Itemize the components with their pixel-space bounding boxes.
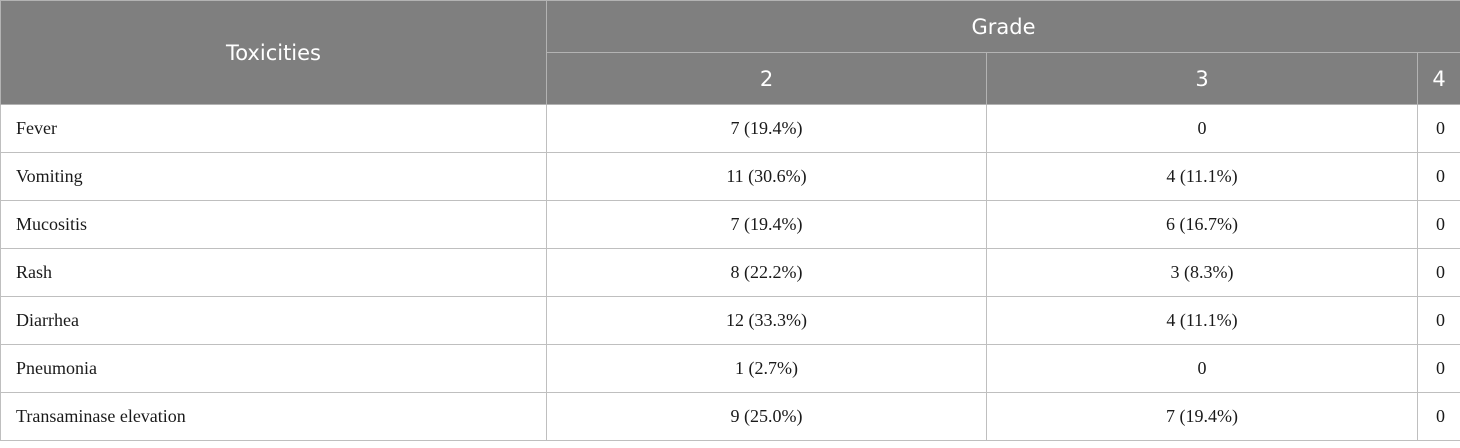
table-row: Transaminase elevation 9 (25.0%) 7 (19.4… [0,392,1460,441]
grade-2-value: 12 (33.3%) [546,296,987,345]
grade-3-value: 0 [986,104,1418,153]
table-row: Diarrhea 12 (33.3%) 4 (11.1%) 0 [0,296,1460,345]
grade-4-value: 0 [1416,344,1460,393]
grade-4-header: 4 [1416,52,1460,105]
table-row: Fever 7 (19.4%) 0 0 [0,104,1460,153]
grade-2-header: 2 [546,52,987,105]
header-row-grades: 2 3 4 [1,52,1460,105]
grade-3-value: 0 [986,344,1418,393]
grade-3-header: 3 [986,52,1418,105]
toxicity-name: Pneumonia [0,344,547,393]
table-row: Vomiting 11 (30.6%) 4 (11.1%) 0 [0,152,1460,201]
grade-4-value: 0 [1416,104,1460,153]
toxicity-name: Mucositis [0,200,547,249]
toxicity-name: Fever [0,104,547,153]
toxicity-name: Vomiting [0,152,547,201]
grade-2-value: 9 (25.0%) [546,392,987,441]
toxicity-name: Transaminase elevation [0,392,547,441]
grade-4-value: 0 [1416,296,1460,345]
grade-3-value: 4 (11.1%) [986,296,1418,345]
grade-4-value: 0 [1416,152,1460,201]
toxicity-name: Rash [0,248,547,297]
table-body: Fever 7 (19.4%) 0 0 Vomiting 11 (30.6%) … [0,104,1460,441]
grade-2-value: 8 (22.2%) [546,248,987,297]
header-row-top: Toxicities Grade [0,0,1460,105]
table-row: Mucositis 7 (19.4%) 6 (16.7%) 0 [0,200,1460,249]
grade-2-value: 11 (30.6%) [546,152,987,201]
grade-3-value: 7 (19.4%) [986,392,1418,441]
grade-2-value: 7 (19.4%) [546,200,987,249]
grade-4-value: 0 [1416,200,1460,249]
grade-2-value: 1 (2.7%) [546,344,987,393]
grade-3-value: 4 (11.1%) [986,152,1418,201]
grade-4-value: 0 [1416,392,1460,441]
toxicity-name: Diarrhea [0,296,547,345]
toxicities-header: Toxicities [0,0,547,105]
grade-3-value: 3 (8.3%) [986,248,1418,297]
table-row: Pneumonia 1 (2.7%) 0 0 [0,344,1460,393]
grade-2-value: 7 (19.4%) [546,104,987,153]
table-header: Toxicities Grade 2 3 4 [0,0,1460,105]
grade-header: Grade [545,0,1460,53]
table-row: Rash 8 (22.2%) 3 (8.3%) 0 [0,248,1460,297]
grade-4-value: 0 [1416,248,1460,297]
grade-3-value: 6 (16.7%) [986,200,1418,249]
